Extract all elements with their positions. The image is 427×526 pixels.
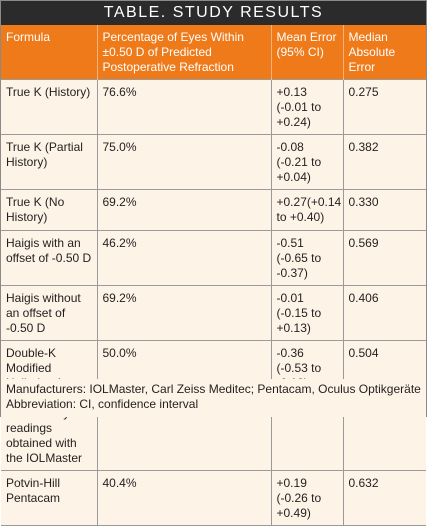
cell-formula: True K (History) (1, 78, 98, 135)
table-row: True K (No History) 69.2% +0.27(+0.14 to… (1, 188, 426, 231)
cell-median-error: 0.275 (342, 78, 426, 135)
table-row: True K (Partial History) 75.0% -0.08 (-0… (1, 133, 426, 190)
footnote-manufacturers: Manufacturers: IOLMaster, Carl Zeiss Med… (6, 382, 421, 396)
cell-formula: Haigis without an offset of -0.50 D (1, 284, 98, 341)
footnote-abbreviation: Abbreviation: CI, confidence interval (6, 397, 199, 411)
cell-mean-error: +0.27(+0.14 to +0.40) (270, 188, 344, 231)
header-median-absolute-error: Median Absolute Error (342, 25, 426, 79)
cell-formula: Haigis with an offset of -0.50 D (1, 229, 98, 286)
cell-median-error: 0.382 (342, 133, 426, 190)
cell-mean-error: -0.08 (-0.21 to +0.04) (270, 133, 344, 190)
cell-mean-error: -0.51 (-0.65 to -0.37) (270, 229, 344, 286)
cell-median-error: 0.330 (342, 188, 426, 231)
table-footnotes: Manufacturers: IOLMaster, Carl Zeiss Med… (1, 379, 426, 417)
header-row: Formula Percentage of Eyes Within ±0.50 … (1, 25, 426, 79)
header-formula: Formula (1, 25, 97, 79)
cell-percentage: 40.4% (96, 469, 272, 526)
table-row: Haigis without an offset of -0.50 D 69.2… (1, 284, 426, 341)
cell-percentage: 46.2% (96, 229, 272, 286)
cell-mean-error: -0.01 (-0.15 to +0.13) (270, 284, 344, 341)
cell-median-error: 0.632 (342, 469, 426, 526)
cell-percentage: 69.2% (96, 188, 272, 231)
table-row: Haigis with an offset of -0.50 D 46.2% -… (1, 229, 426, 286)
cell-formula: True K (Partial History) (1, 133, 98, 190)
table-title: TABLE. STUDY RESULTS (1, 1, 426, 25)
results-table: Formula Percentage of Eyes Within ±0.50 … (1, 25, 426, 526)
cell-percentage: 75.0% (96, 133, 272, 190)
cell-percentage: 76.6% (96, 78, 272, 135)
cell-formula: True K (No History) (1, 188, 98, 231)
cell-mean-error: +0.19 (-0.26 to +0.49) (270, 469, 344, 526)
header-percentage-within: Percentage of Eyes Within ±0.50 D of Pre… (96, 25, 271, 79)
table-row: Potvin-Hill Pentacam 40.4% +0.19 (-0.26 … (1, 469, 426, 526)
header-mean-error: Mean Error (95% CI) (270, 25, 343, 79)
cell-mean-error: +0.13 (-0.01 to +0.24) (270, 78, 344, 135)
table-row: True K (History) 76.6% +0.13 (-0.01 to +… (1, 78, 426, 135)
cell-median-error: 0.569 (342, 229, 426, 286)
cell-percentage: 69.2% (96, 284, 272, 341)
cell-median-error: 0.406 (342, 284, 426, 341)
cell-formula: Potvin-Hill Pentacam (1, 469, 98, 526)
